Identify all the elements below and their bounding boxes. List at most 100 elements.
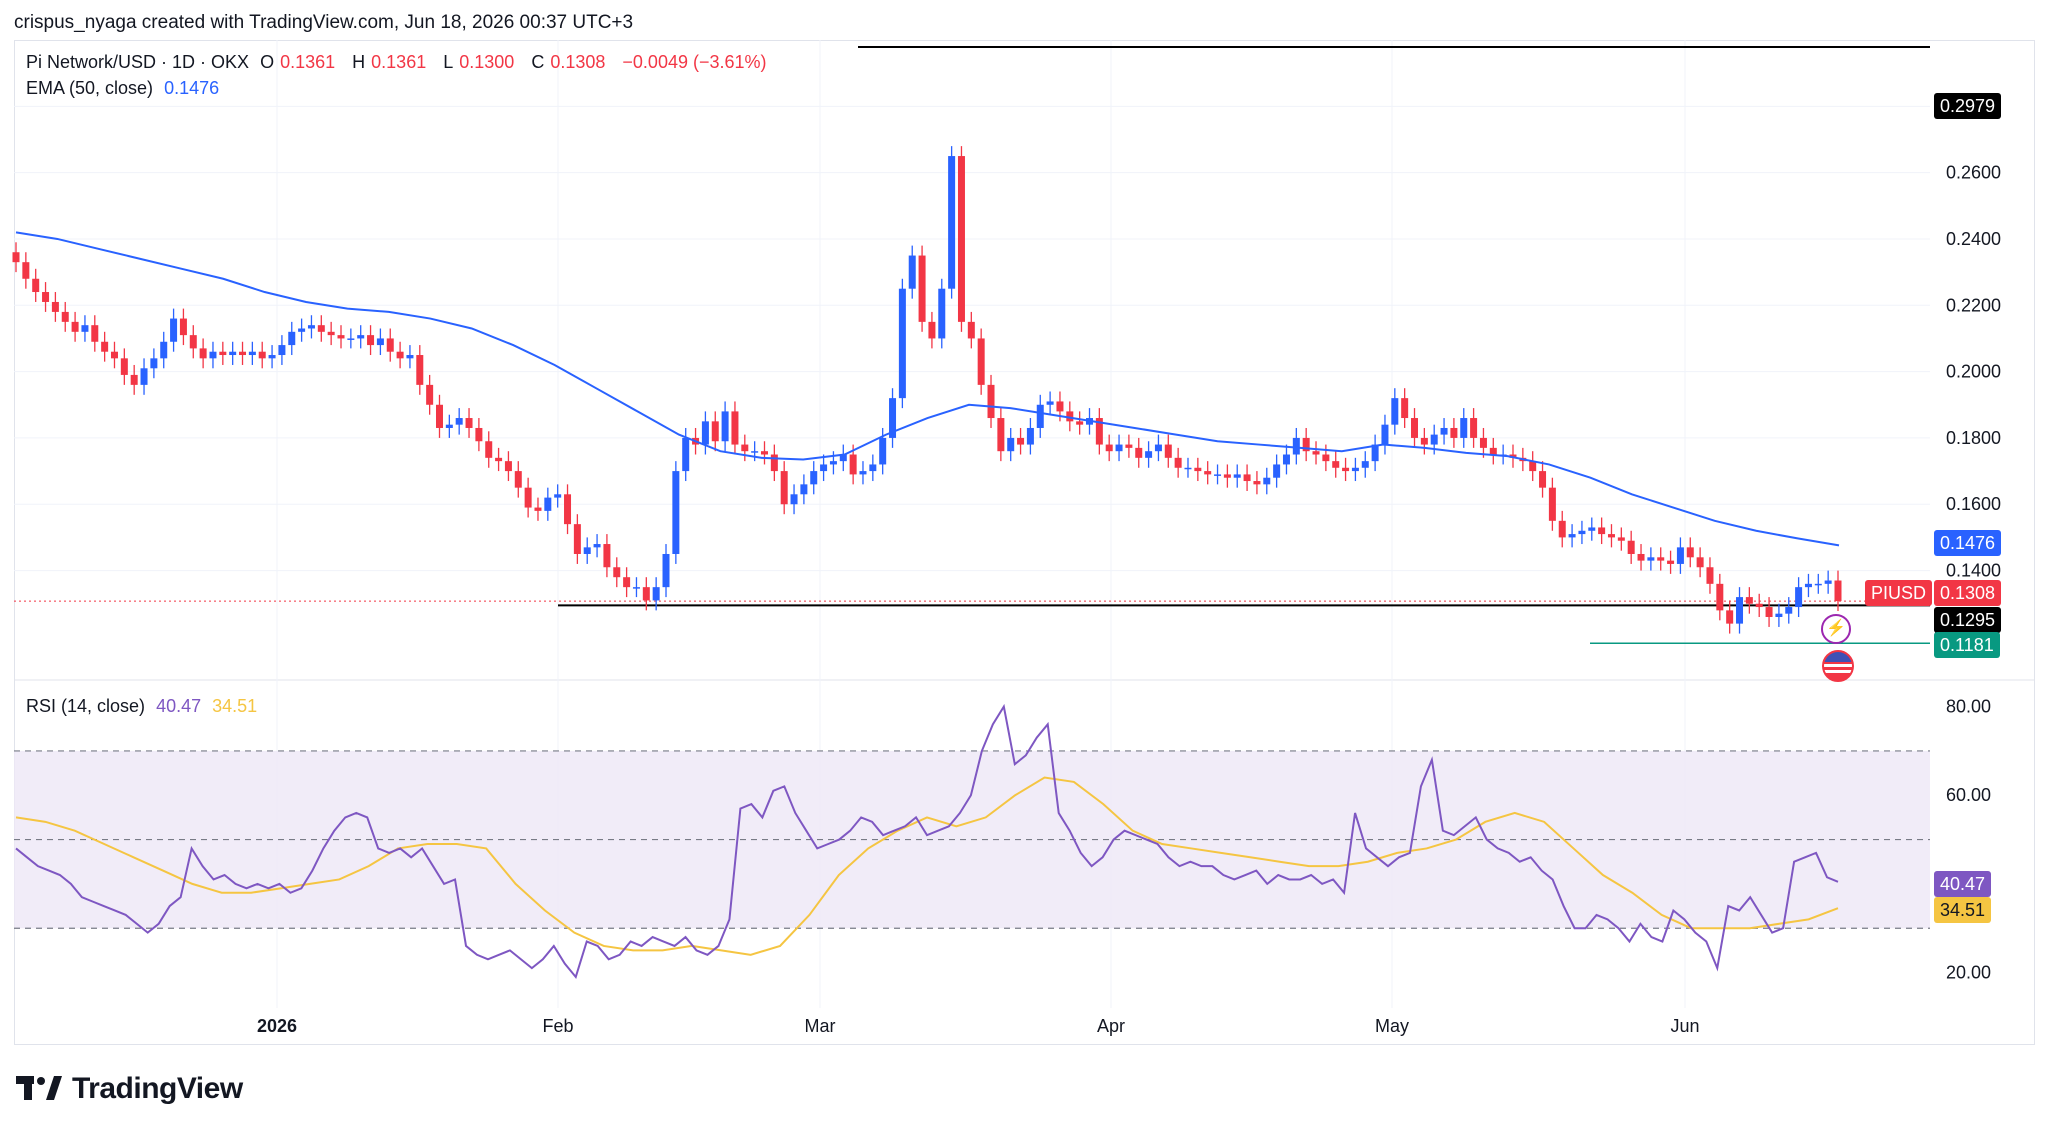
candle (32, 268, 40, 302)
high-value: 0.1361 (371, 52, 427, 72)
candle-body (248, 351, 256, 356)
low-value: 0.1300 (459, 52, 515, 72)
candle-body (1233, 474, 1241, 478)
candle (1342, 457, 1350, 482)
candle (1263, 467, 1271, 495)
candle (1667, 550, 1675, 574)
candle (534, 497, 542, 521)
candle-body (573, 524, 581, 554)
candle (317, 315, 325, 342)
candle (1017, 427, 1025, 455)
candle-body (1470, 418, 1478, 438)
candle-body (1332, 461, 1340, 468)
time-tick-label: Mar (805, 1016, 836, 1036)
candle (1637, 544, 1645, 571)
candle-body (967, 321, 975, 339)
candle-body (977, 338, 985, 385)
candle-body (1834, 580, 1842, 602)
candle (1450, 418, 1458, 448)
candle (1509, 444, 1517, 468)
tradingview-brand: TradingView (72, 1072, 243, 1105)
candle (1184, 457, 1192, 478)
price-tick-label: 0.2000 (1946, 362, 2001, 382)
candle (642, 577, 650, 611)
candle-body (12, 252, 20, 263)
candle-body (1726, 610, 1734, 624)
candle-body (1017, 437, 1025, 445)
candle (869, 454, 877, 482)
candle (1736, 587, 1744, 634)
candle-body (150, 358, 158, 369)
candle (1351, 457, 1359, 482)
price-tick-label: 0.2200 (1946, 295, 2001, 315)
candle (938, 278, 946, 349)
candle-body (790, 494, 798, 505)
candle-body (1184, 467, 1192, 470)
candle-body (1115, 444, 1123, 452)
candle-body (564, 494, 572, 525)
candle-body (258, 351, 266, 359)
candle (278, 335, 286, 365)
candle-body (1598, 527, 1606, 535)
candle-body (1273, 464, 1281, 478)
high-label: H (352, 52, 366, 72)
candle (1765, 597, 1773, 627)
candle-body (1686, 547, 1694, 558)
candle-body (189, 335, 197, 349)
chart-frame[interactable] (14, 40, 2035, 1045)
rsi-ma-value: 34.51 (212, 696, 258, 716)
candle (110, 341, 118, 369)
candle (1726, 600, 1734, 634)
candle-body (1765, 607, 1773, 617)
candle (1814, 573, 1822, 594)
candle (1164, 434, 1172, 468)
candle (229, 341, 237, 365)
price-tick-label: 0.1600 (1946, 494, 2001, 514)
us-flag-event-icon[interactable] (1822, 650, 1854, 682)
candle-body (32, 278, 40, 293)
candle (603, 534, 611, 578)
candle (485, 431, 493, 468)
rsi-legend: RSI (14, close) 40.47 34.51 (26, 696, 263, 717)
candle-body (1647, 557, 1655, 561)
candle (1578, 520, 1586, 545)
candle-body (307, 325, 315, 329)
candle-body (760, 451, 768, 455)
candle-body (839, 454, 847, 462)
candle-body (770, 454, 778, 472)
candle-body (1667, 560, 1675, 564)
tag-rsi: 40.47 (1934, 871, 1992, 897)
candle (1194, 457, 1202, 482)
candle-body (1401, 398, 1409, 419)
candle-body (367, 335, 375, 346)
candle-body (879, 437, 887, 465)
lightning-event-icon[interactable]: ⚡ (1821, 614, 1851, 644)
candle (1125, 434, 1133, 458)
candle (288, 321, 296, 356)
candle-body (1076, 421, 1084, 425)
candle (711, 411, 719, 452)
candle (1026, 418, 1034, 455)
candle (91, 315, 99, 352)
candle-body (849, 454, 857, 475)
rsi-tick-label: 60.00 (1946, 785, 1991, 805)
candle (396, 341, 404, 369)
candle (1273, 454, 1281, 488)
candle (593, 534, 601, 558)
candle (42, 282, 50, 312)
tradingview-logo[interactable]: TradingView (16, 1072, 243, 1106)
candle-body (1706, 567, 1714, 584)
candle-body (61, 311, 69, 322)
candle-body (1696, 557, 1704, 568)
candle-body (957, 156, 965, 322)
candle (435, 394, 443, 438)
candle-body (1420, 437, 1428, 445)
time-tick-label: 2026 (257, 1016, 297, 1036)
candle (1548, 477, 1556, 531)
candle (751, 441, 759, 462)
candle-body (416, 355, 424, 385)
candle (790, 484, 798, 515)
candle-body (91, 325, 99, 342)
candle-body (229, 351, 237, 356)
